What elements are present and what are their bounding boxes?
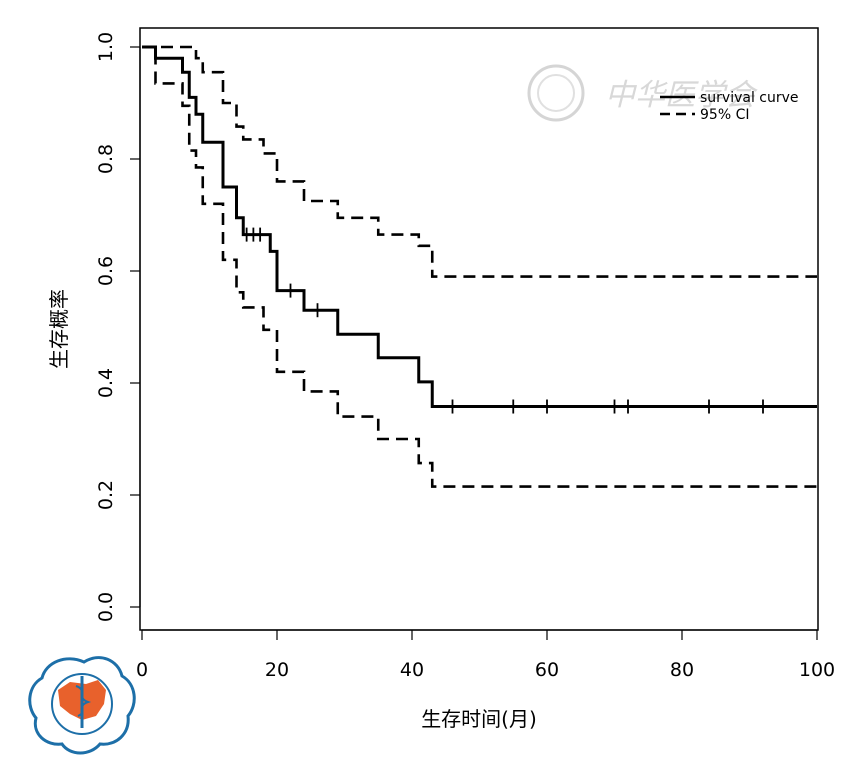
legend-label-survival: survival curve <box>700 90 799 106</box>
x-tick-label: 40 <box>400 659 424 681</box>
watermark-seal-icon <box>527 64 585 122</box>
y-tick-label: 0.2 <box>95 480 117 510</box>
ci-upper-line <box>142 45 817 278</box>
x-tick-label: 0 <box>136 659 148 681</box>
watermark-text: 中华医学会 <box>605 78 758 113</box>
legend-label-ci: 95% CI <box>700 107 749 123</box>
y-axis-title: 生存概率 <box>47 289 71 369</box>
series-layer <box>142 45 817 488</box>
association-logo <box>28 656 136 755</box>
y-tick-label: 0.4 <box>95 368 117 398</box>
y-tick-label: 0.8 <box>95 144 117 174</box>
survival-curve-line <box>142 45 817 409</box>
y-tick-label: 0.0 <box>95 592 117 622</box>
y-tick-label: 0.6 <box>95 256 117 286</box>
x-axis-title: 生存时间(月) <box>421 707 537 731</box>
y-tick-label: 1.0 <box>95 32 117 62</box>
legend: survival curve 95% CI <box>660 90 799 123</box>
x-tick-label: 60 <box>535 659 559 681</box>
x-tick-label: 100 <box>799 659 835 681</box>
x-tick-label: 20 <box>265 659 289 681</box>
watermark: 中华医学会 <box>527 64 758 122</box>
y-axis: 0.0 0.2 0.4 0.6 0.8 1.0 <box>95 32 141 622</box>
x-tick-label: 80 <box>670 659 694 681</box>
x-axis: 0 20 40 60 80 100 <box>136 629 835 681</box>
